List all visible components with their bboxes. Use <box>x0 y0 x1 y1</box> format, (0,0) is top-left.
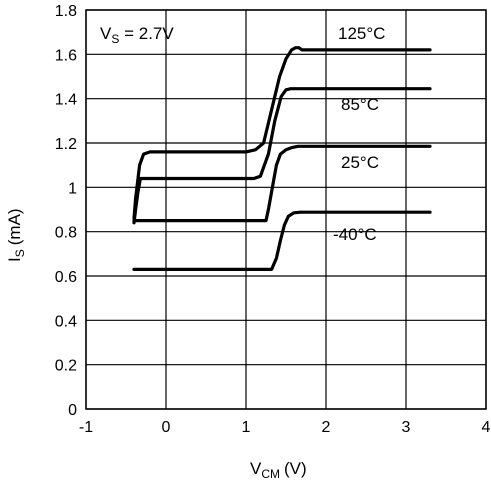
y-axis-title: IS(mA) <box>5 208 27 262</box>
x-axis-title: VCM (V) <box>250 459 307 481</box>
x-tick-label: 2 <box>322 419 331 436</box>
y-tick-label: 0.8 <box>55 225 77 242</box>
tick-labels: -1 0 1 2 3 400.20.40.60.811.21.41.61.8 <box>55 3 491 436</box>
y-tick-label: 1.2 <box>55 136 77 153</box>
series-label-25c: 25°C <box>341 153 379 172</box>
series-label-125c: 125°C <box>338 24 385 43</box>
y-tick-label: 1 <box>68 180 77 197</box>
y-tick-label: 0.6 <box>55 269 77 286</box>
plot-frame <box>85 9 487 410</box>
y-tick-label: 0.4 <box>55 313 77 330</box>
series-label-minus40c: -40°C <box>333 225 377 244</box>
x-tick-label: 0 <box>162 419 171 436</box>
y-tick-label: 1.8 <box>55 3 77 20</box>
x-tick-label: 3 <box>402 419 411 436</box>
series-label-85c: 85°C <box>341 95 379 114</box>
x-tick-label: -1 <box>79 419 93 436</box>
y-tick-label: 0.2 <box>55 358 77 375</box>
y-tick-label: 1.4 <box>55 92 77 109</box>
grid <box>85 9 487 410</box>
series-line-125c <box>132 46 432 220</box>
series-line-minus40c <box>132 210 432 271</box>
y-tick-label: 0 <box>68 402 77 419</box>
series-layer <box>132 46 432 271</box>
y-tick-label: 1.6 <box>55 47 77 64</box>
series-line-85c <box>132 87 432 225</box>
x-tick-label: 4 <box>482 419 491 436</box>
series-line-25c <box>132 144 432 223</box>
x-tick-label: 1 <box>242 419 251 436</box>
supply-voltage-annotation: VS = 2.7V <box>100 24 174 46</box>
